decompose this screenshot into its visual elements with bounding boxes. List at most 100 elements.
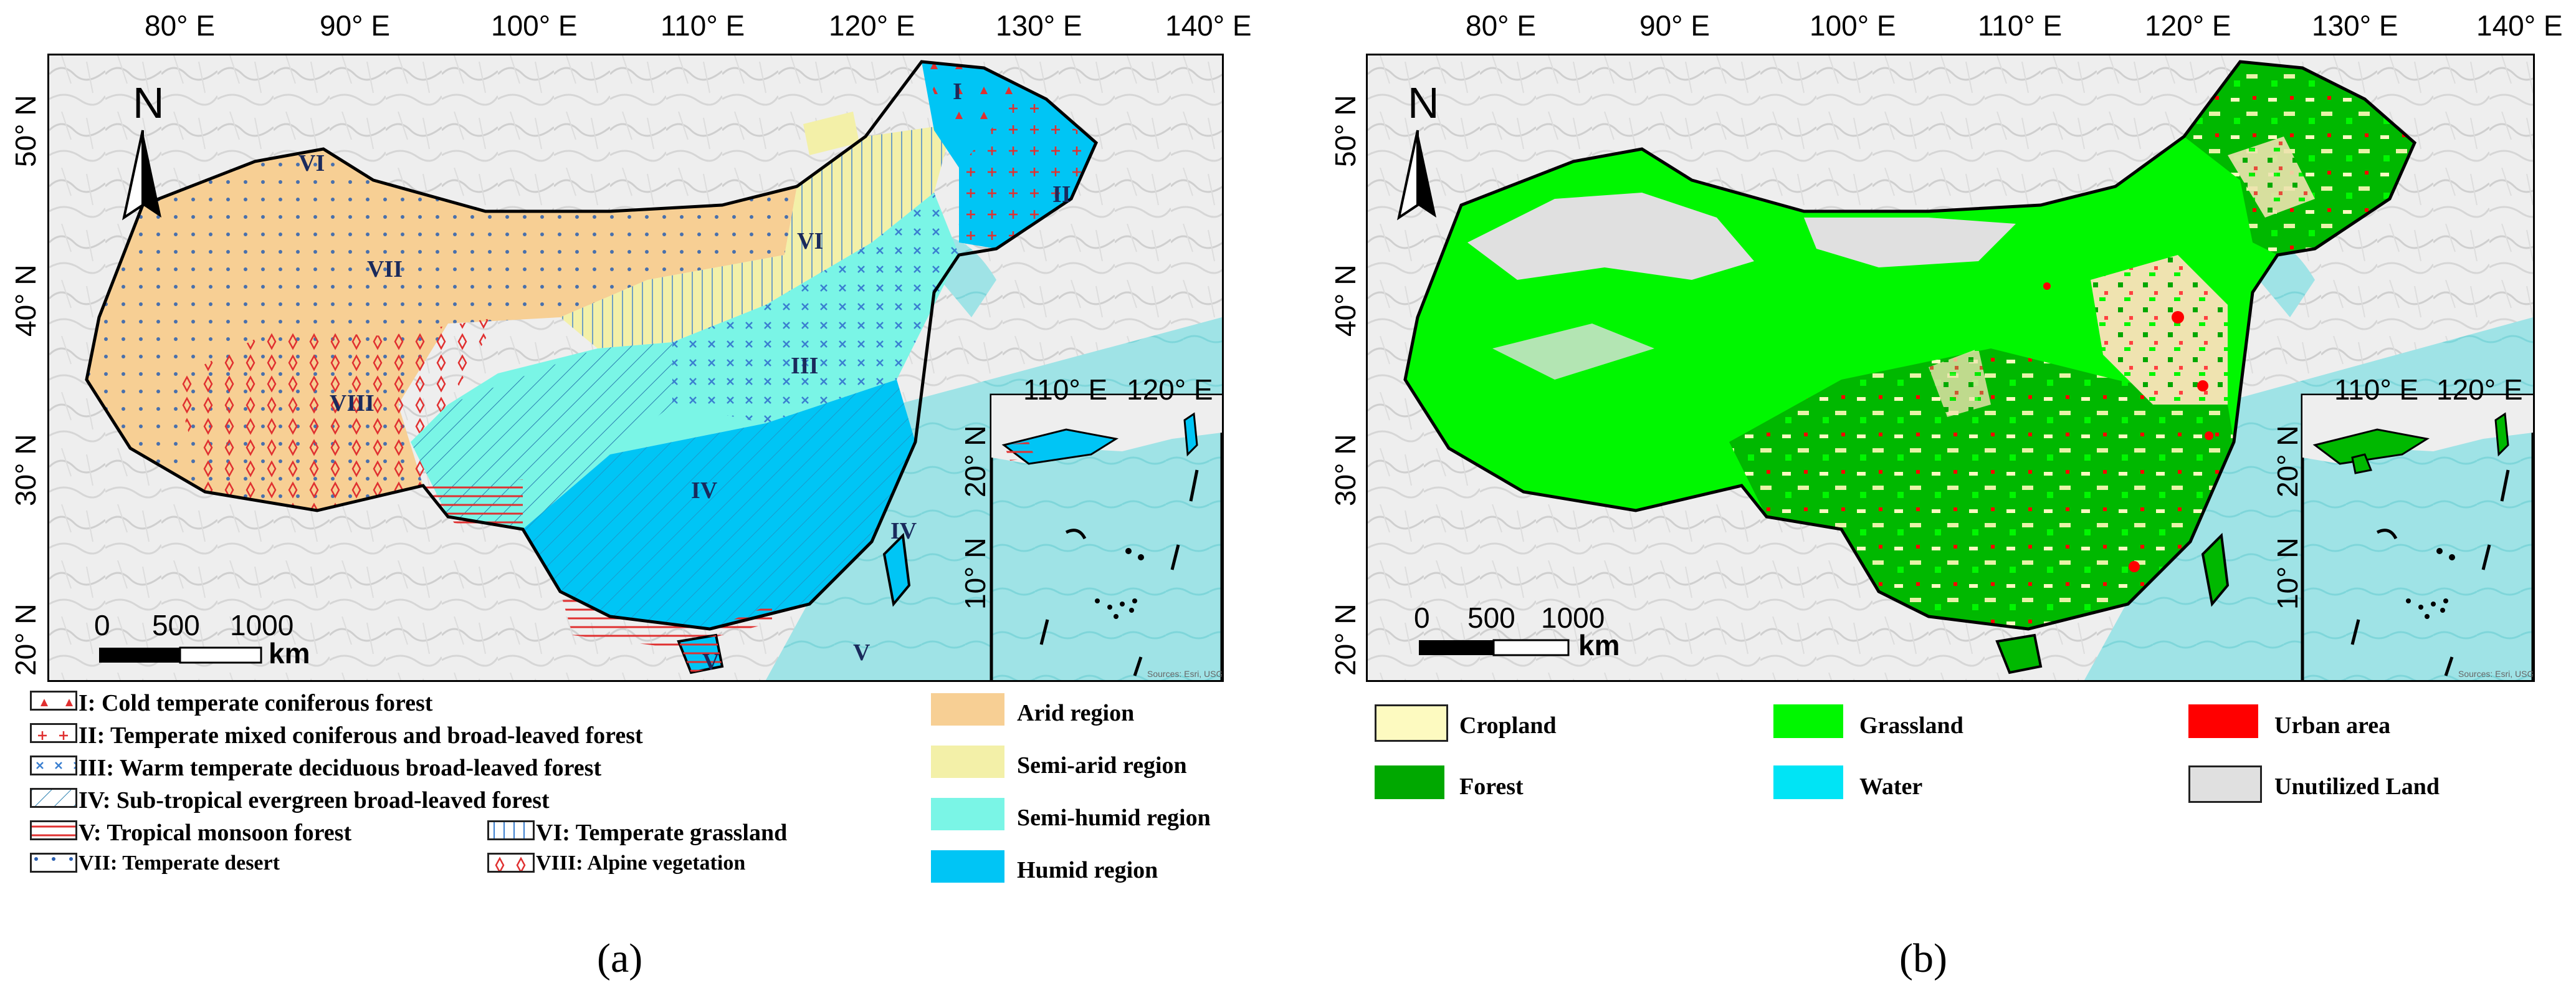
lon-tick-label: 140° E bbox=[1165, 9, 1252, 42]
scale-bar: 0 500 1000 km bbox=[94, 609, 310, 669]
zone-label: IV bbox=[691, 477, 718, 504]
legend-label: III: Warm temperate deciduous broad-leav… bbox=[79, 755, 602, 781]
lat-tick-label: 30° N bbox=[1329, 434, 1362, 506]
inset-map: Sources: Esri, USGS, NOAA bbox=[2301, 393, 2533, 680]
lat-tick-label: 40° N bbox=[1329, 264, 1362, 337]
legend-swatch-humid bbox=[931, 850, 1004, 883]
scale-unit: km bbox=[269, 637, 310, 669]
zone-label: VII bbox=[367, 256, 403, 282]
legend-swatch-diamonds bbox=[487, 853, 535, 873]
zone-label: V bbox=[702, 649, 720, 675]
zone-label: VIII bbox=[330, 390, 374, 416]
legend-swatch-x bbox=[30, 756, 77, 775]
legend-label: II: Temperate mixed coniferous and broad… bbox=[79, 722, 643, 749]
inset-lon-tick: 120° E bbox=[1127, 373, 1213, 406]
legend-swatch-semi-humid bbox=[931, 798, 1004, 830]
north-arrow-icon: N bbox=[1397, 79, 1439, 221]
legend-swatch-semi-arid bbox=[931, 746, 1004, 778]
cropland-area bbox=[2091, 255, 2228, 405]
legend-swatch-grassland bbox=[1773, 704, 1843, 738]
forest-area bbox=[1729, 348, 2234, 629]
zone-label: III bbox=[791, 353, 818, 379]
legend-label: Cropland bbox=[1459, 712, 1557, 739]
legend-label: Unutilized Land bbox=[2274, 774, 2440, 800]
lon-tick-label: 130° E bbox=[996, 9, 1082, 42]
legend-label: Arid region bbox=[1017, 700, 1135, 726]
lat-tick-label: 30° N bbox=[9, 434, 42, 506]
zone-label: II bbox=[1052, 181, 1071, 208]
inset-lon-tick: 120° E bbox=[2436, 373, 2523, 406]
scale-zero: 0 bbox=[1414, 602, 1430, 634]
inset-attribution: Sources: Esri, USGS, NOAA bbox=[2458, 669, 2533, 679]
zone-label: VI bbox=[797, 228, 823, 254]
legend-label: Grassland bbox=[1859, 712, 1963, 739]
lon-tick-label: 100° E bbox=[491, 9, 578, 42]
lat-tick-label: 20° N bbox=[9, 603, 42, 676]
inset-lat-tick: 20° N bbox=[2271, 425, 2304, 497]
caption-b: (b) bbox=[1899, 936, 1947, 981]
legend-label: V: Tropical monsoon forest bbox=[79, 820, 352, 846]
scale-mid: 500 bbox=[152, 609, 200, 641]
legend-label: I: Cold temperate coniferous forest bbox=[79, 690, 433, 716]
legend-label: Urban area bbox=[2274, 712, 2391, 739]
lon-tick-label: 120° E bbox=[829, 9, 915, 42]
scale-max: 1000 bbox=[230, 609, 293, 641]
inset-map: Sources: Esri, USGS, NOAA bbox=[990, 393, 1222, 680]
scale-zero: 0 bbox=[94, 609, 110, 641]
lon-tick-label: 100° E bbox=[1810, 9, 1896, 42]
zone-label: VI bbox=[298, 150, 325, 176]
legend-swatch-water bbox=[1773, 765, 1843, 799]
lon-tick-label: 90° E bbox=[1639, 9, 1710, 42]
lon-tick-label: 80° E bbox=[1466, 9, 1537, 42]
legend-swatch-unutilized bbox=[2188, 765, 2262, 803]
legend-swatch-dots bbox=[30, 853, 77, 873]
lon-tick-label: 110° E bbox=[1978, 9, 2063, 42]
legend-label: IV: Sub-tropical evergreen broad-leaved … bbox=[79, 787, 550, 813]
alpine-zone bbox=[174, 317, 498, 511]
map-b: N 0 500 1000 km bbox=[1368, 55, 2533, 680]
inset-lat-tick: 10° N bbox=[959, 537, 991, 610]
north-label: N bbox=[133, 79, 165, 127]
scale-unit: km bbox=[1578, 629, 1620, 661]
legend-swatch-forest bbox=[1375, 765, 1444, 799]
legend-label: VI: Temperate grassland bbox=[536, 820, 788, 846]
legend-swatch-arid bbox=[931, 693, 1004, 726]
lat-tick-label: 50° N bbox=[1329, 95, 1362, 167]
panel-b: 80° E 90° E 100° E 110° E 120° E 130° E … bbox=[1321, 0, 2576, 993]
legend-label: VIII: Alpine vegetation bbox=[536, 851, 746, 875]
caption-a: (a) bbox=[597, 936, 643, 981]
lat-tick-label: 50° N bbox=[9, 95, 42, 167]
legend-swatch-cropland bbox=[1375, 704, 1448, 742]
scale-mid: 500 bbox=[1467, 602, 1515, 634]
legend-label: Semi-humid region bbox=[1017, 805, 1211, 831]
lon-tick-label: 80° E bbox=[145, 9, 216, 42]
legend-swatch-horizontal bbox=[30, 820, 77, 840]
lon-tick-label: 140° E bbox=[2476, 9, 2563, 42]
lon-tick-label: 90° E bbox=[320, 9, 391, 42]
map-frame-a: N I II III IV V VI VII VIII VI IV V 0 50… bbox=[47, 54, 1224, 682]
lat-tick-label: 40° N bbox=[9, 264, 42, 337]
legend-label: VII: Temperate desert bbox=[79, 851, 280, 875]
legend-label: Semi-arid region bbox=[1017, 752, 1187, 779]
inset-lat-tick: 20° N bbox=[959, 425, 991, 497]
lon-tick-label: 130° E bbox=[2312, 9, 2398, 42]
inset-lon-tick: 110° E bbox=[1023, 373, 1108, 406]
tropical-forest bbox=[423, 479, 523, 529]
north-label: N bbox=[1408, 79, 1439, 127]
legend-swatch-vertical bbox=[487, 820, 535, 840]
lat-tick-label: 20° N bbox=[1329, 603, 1362, 676]
legend-label: Humid region bbox=[1017, 857, 1158, 883]
zone-label: IV bbox=[890, 518, 917, 544]
legend-swatch-urban bbox=[2188, 704, 2258, 738]
inset-lat-tick: 10° N bbox=[2271, 537, 2304, 610]
unutilized-land bbox=[1467, 193, 1754, 280]
map-frame-b: N 0 500 1000 km bbox=[1366, 54, 2535, 682]
scale-bar: 0 500 1000 km bbox=[1414, 602, 1620, 661]
panel-a: 80° E 90° E 100° E 110° E 120° E 130° E … bbox=[9, 9, 1252, 981]
legend-label: Forest bbox=[1459, 774, 1524, 800]
inset-lon-tick: 110° E bbox=[2334, 373, 2419, 406]
zone-label: I bbox=[953, 79, 962, 105]
scale-max: 1000 bbox=[1541, 602, 1605, 634]
map-a: N I II III IV V VI VII VIII VI IV V 0 50… bbox=[49, 55, 1222, 680]
lon-tick-label: 120° E bbox=[2145, 9, 2231, 42]
